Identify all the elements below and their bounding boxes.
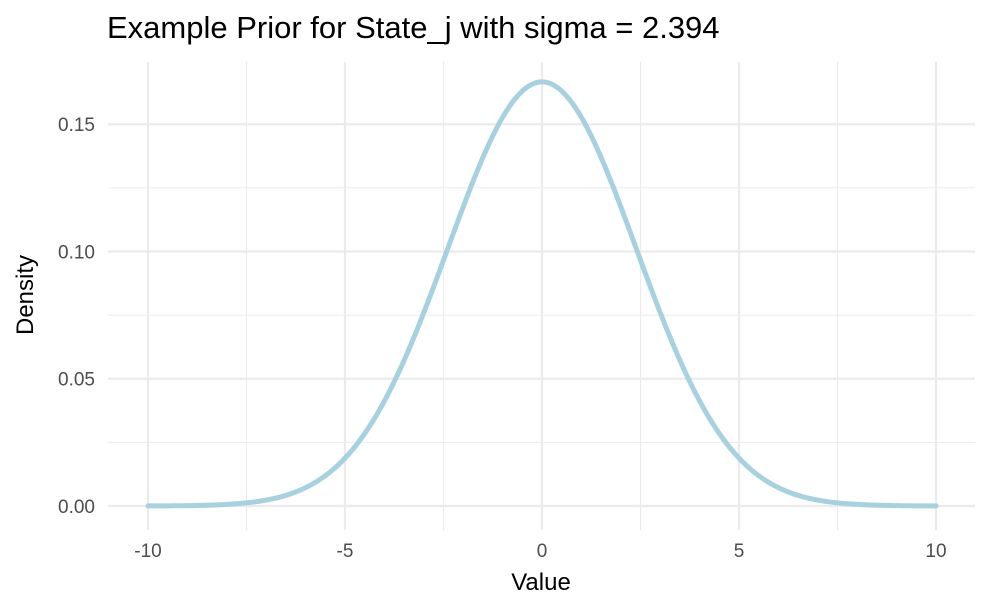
x-axis-tick-labels: -10 -5 0 5 10 <box>134 541 946 562</box>
x-tick-label: -5 <box>337 541 354 562</box>
y-tick-label: 0.00 <box>58 497 95 518</box>
y-tick-label: 0.15 <box>58 115 95 136</box>
x-tick-label: 0 <box>537 541 548 562</box>
chart-title: Example Prior for State_j with sigma = 2… <box>107 10 720 45</box>
x-axis-title: Value <box>511 569 571 596</box>
y-tick-label: 0.10 <box>58 242 95 263</box>
x-tick-label: 10 <box>925 541 946 562</box>
y-axis-tick-labels: 0.00 0.05 0.10 0.15 <box>58 115 95 518</box>
x-tick-label: 5 <box>734 541 745 562</box>
major-gridlines <box>108 62 975 530</box>
density-curve <box>145 79 939 509</box>
y-tick-label: 0.05 <box>58 370 95 391</box>
y-axis-title: Density <box>12 255 39 335</box>
x-tick-label: -10 <box>134 541 161 562</box>
